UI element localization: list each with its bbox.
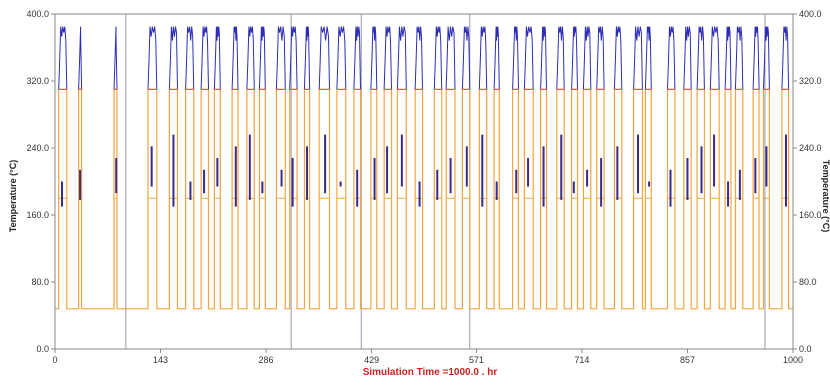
series-upper-cycle-25 — [493, 26, 500, 90]
x-tick-label-5: 714 — [574, 355, 589, 365]
series-upper-cycle-9 — [246, 26, 255, 90]
x-tick-label-2: 286 — [259, 355, 274, 365]
series-upper-cycle-41 — [734, 26, 744, 90]
x-axis-label: Simulation Time =1000.0 . hr — [363, 367, 498, 378]
series-upper-cycle-13 — [303, 26, 311, 90]
series-upper-cycle-33 — [613, 26, 623, 90]
y-tick-label-right-5: 400.0 — [799, 9, 822, 19]
series-upper-cycle-27 — [523, 26, 534, 90]
series-upper-cycle-21 — [433, 26, 443, 90]
series-upper-cycle-42 — [752, 26, 760, 90]
y-tick-label-right-3: 240.0 — [799, 143, 822, 153]
series-upper-cycle-23 — [461, 26, 471, 90]
series-upper-cycle-5 — [185, 26, 195, 90]
series-upper-cycle-8 — [231, 26, 239, 90]
series-upper-cycle-36 — [667, 26, 676, 90]
series-upper-cycle-24 — [478, 26, 488, 90]
series-upper-cycle-1 — [78, 26, 83, 90]
series-upper-cycle-35 — [644, 26, 652, 90]
x-tick-label-0: 0 — [52, 355, 57, 365]
series-upper-cycle-17 — [370, 26, 378, 90]
y-axis-label-right: Temperature (°C) — [821, 160, 830, 232]
series-upper-cycle-31 — [582, 26, 592, 90]
series-upper-cycle-26 — [512, 26, 519, 90]
series-upper-cycle-32 — [596, 26, 605, 90]
series-upper-cycle-16 — [353, 26, 361, 90]
y-tick-label-right-4: 320.0 — [799, 76, 822, 86]
series-lower-line — [55, 88, 793, 310]
series-upper-cycle-12 — [289, 26, 298, 90]
series-upper-cycle-40 — [724, 26, 732, 90]
series-upper-cycle-30 — [571, 26, 578, 90]
x-tick-label-7: 1000 — [783, 355, 803, 365]
series-upper-cycle-19 — [396, 26, 407, 90]
plot-layer — [55, 14, 793, 349]
y-tick-label-right-0: 0.0 — [799, 344, 812, 354]
series-upper-cycle-11 — [275, 26, 286, 90]
y-tick-label-left-2: 160.0 — [26, 210, 49, 220]
y-tick-label-right-1: 80.0 — [799, 277, 817, 287]
y-tick-label-left-0: 0.0 — [36, 344, 49, 354]
x-tick-label-6: 857 — [680, 355, 695, 365]
series-upper-cycle-28 — [540, 26, 547, 90]
x-tick-label-3: 429 — [364, 355, 379, 365]
x-tick-label-4: 571 — [469, 355, 484, 365]
x-tick-label-1: 143 — [153, 355, 168, 365]
y-tick-label-left-3: 240.0 — [26, 143, 49, 153]
y-tick-label-left-4: 320.0 — [26, 76, 49, 86]
series-upper-cycle-18 — [383, 26, 392, 90]
series-upper-cycle-4 — [168, 26, 178, 90]
y-tick-label-left-1: 80.0 — [31, 277, 49, 287]
series-upper-cycle-34 — [633, 26, 643, 90]
series-upper-cycle-7 — [213, 26, 221, 90]
series-upper-cycle-0 — [58, 26, 68, 90]
series-upper-cycle-15 — [336, 26, 347, 90]
series-upper-cycle-37 — [683, 26, 692, 90]
series-upper-cycle-14 — [318, 26, 330, 90]
series-upper-cycle-3 — [147, 26, 158, 90]
series-upper-cycle-22 — [445, 26, 456, 90]
series-upper-cycle-29 — [556, 26, 565, 90]
axis-layer: 0.0 0.0 80.0 80.0 160.0 160.0 240.0 240.0 320.0 3… — [26, 9, 821, 365]
series-upper-cycle-39 — [709, 26, 720, 90]
series-upper-cycle-2 — [113, 26, 118, 90]
series-upper-cycle-10 — [258, 26, 266, 90]
y-tick-label-right-2: 160.0 — [799, 210, 822, 220]
series-upper-cycle-44 — [781, 26, 790, 90]
series-upper-cycle-38 — [696, 26, 705, 90]
plot-frame — [54, 13, 794, 350]
series-upper-cycle-43 — [763, 26, 770, 90]
y-axis-label-left: Temperature (°C) — [8, 160, 18, 232]
series-upper-cycle-6 — [200, 26, 209, 90]
y-tick-label-left-5: 400.0 — [26, 9, 49, 19]
series-upper-cycle-20 — [414, 26, 423, 90]
